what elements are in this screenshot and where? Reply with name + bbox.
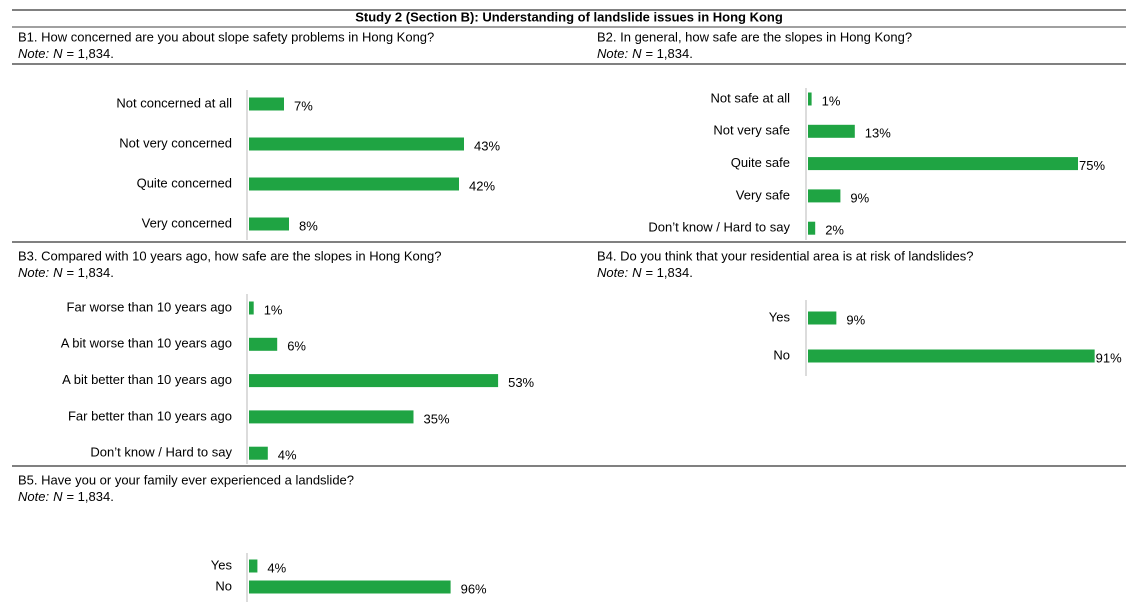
note-part: N — [632, 46, 642, 61]
note-part: = 1,834. — [66, 46, 113, 61]
panel-note: Note: N = 1,834. — [18, 489, 114, 504]
bar — [249, 559, 258, 573]
note-part: Note: — [18, 46, 49, 61]
category-label: Yes — [769, 309, 791, 324]
panel-title: B5. Have you or your family ever experie… — [18, 472, 354, 487]
category-label: Very safe — [736, 187, 790, 202]
value-label: 1% — [264, 302, 283, 317]
value-label: 43% — [474, 138, 500, 153]
bar — [249, 410, 414, 424]
bar — [249, 217, 289, 231]
category-label: A bit worse than 10 years ago — [61, 336, 232, 351]
category-label: Very concerned — [142, 215, 232, 230]
category-label: Quite concerned — [137, 175, 232, 190]
bar — [808, 157, 1078, 171]
category-label: Don’t know / Hard to say — [648, 220, 790, 235]
panel-note: Note: N = 1,834. — [18, 265, 114, 280]
bar — [808, 349, 1095, 363]
bar — [808, 221, 816, 235]
note-part: Note: — [597, 265, 628, 280]
value-label: 96% — [461, 581, 487, 596]
bar — [808, 92, 812, 106]
bar — [249, 97, 284, 111]
value-label: 42% — [469, 178, 495, 193]
panel-title: B1. How concerned are you about slope sa… — [18, 29, 434, 44]
bar — [249, 177, 459, 191]
note-part: Note: — [597, 46, 628, 61]
note-part: N — [53, 46, 63, 61]
bar — [808, 189, 841, 203]
value-label: 13% — [865, 126, 891, 141]
panel-note: Note: N = 1,834. — [597, 265, 693, 280]
note-part: = 1,834. — [645, 265, 692, 280]
note-part: Note: — [18, 489, 49, 504]
note-part: N — [632, 265, 642, 280]
note-part: = 1,834. — [66, 265, 113, 280]
note-part: = 1,834. — [645, 46, 692, 61]
value-label: 53% — [508, 375, 534, 390]
value-label: 2% — [825, 223, 844, 238]
note-part: Note: — [18, 265, 49, 280]
value-label: 6% — [287, 339, 306, 354]
value-label: 8% — [299, 218, 318, 233]
value-label: 1% — [822, 93, 841, 108]
bar — [808, 124, 855, 138]
bar — [249, 137, 464, 151]
category-label: Not concerned at all — [116, 95, 232, 110]
category-label: Not safe at all — [711, 90, 791, 105]
value-label: 75% — [1079, 158, 1105, 173]
category-label: Far worse than 10 years ago — [67, 299, 232, 314]
panel-title: B2. In general, how safe are the slopes … — [597, 29, 912, 44]
bar — [249, 337, 278, 351]
note-part: = 1,834. — [66, 489, 113, 504]
value-label: 4% — [267, 560, 286, 575]
category-label: No — [773, 347, 790, 362]
panel-title: B3. Compared with 10 years ago, how safe… — [18, 248, 441, 263]
panel-note: Note: N = 1,834. — [597, 46, 693, 61]
bar — [249, 301, 254, 315]
bar — [808, 311, 837, 325]
panel-title: B4. Do you think that your residential a… — [597, 248, 973, 263]
panel-note: Note: N = 1,834. — [18, 46, 114, 61]
value-label: 9% — [846, 312, 865, 327]
category-label: A bit better than 10 years ago — [62, 372, 232, 387]
category-label: Don’t know / Hard to say — [90, 445, 232, 460]
bar — [249, 374, 499, 388]
category-label: Far better than 10 years ago — [68, 408, 232, 423]
value-label: 35% — [424, 411, 450, 426]
bar — [249, 580, 451, 594]
value-label: 4% — [278, 448, 297, 463]
note-part: N — [53, 489, 63, 504]
category-label: Not very safe — [713, 123, 790, 138]
page-title: Study 2 (Section B): Understanding of la… — [355, 9, 783, 24]
category-label: Not very concerned — [119, 135, 232, 150]
category-label: Quite safe — [731, 155, 790, 170]
value-label: 7% — [294, 98, 313, 113]
value-label: 9% — [850, 190, 869, 205]
category-label: No — [215, 578, 232, 593]
note-part: N — [53, 265, 63, 280]
value-label: 91% — [1096, 350, 1122, 365]
bar — [249, 446, 268, 460]
category-label: Yes — [211, 557, 233, 572]
